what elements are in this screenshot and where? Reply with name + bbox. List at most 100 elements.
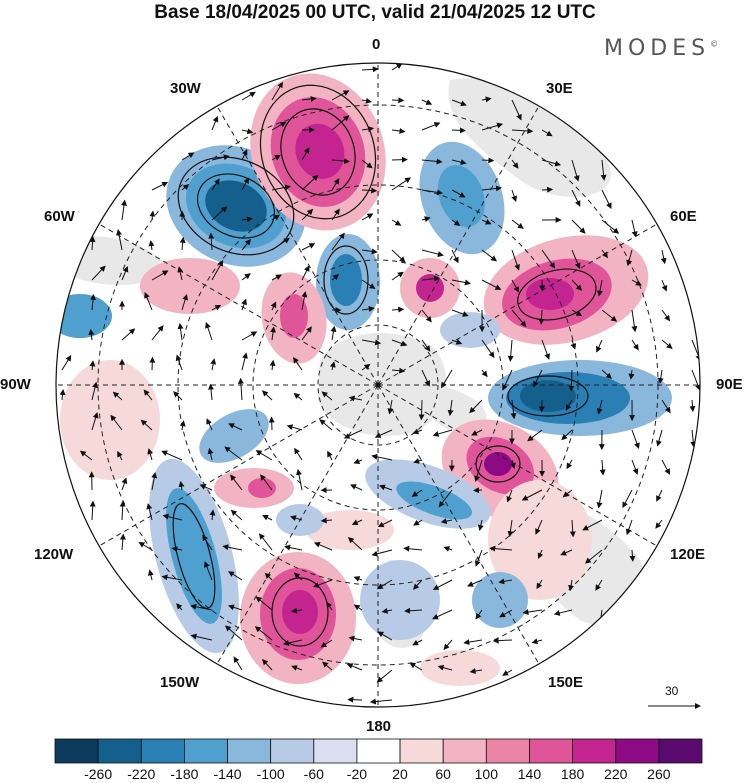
wind-arrow (481, 185, 502, 192)
wind-arrow (469, 399, 483, 414)
wind-arrow (241, 352, 248, 371)
wind-arrow (121, 265, 129, 281)
wind-arrow (511, 219, 524, 229)
wind-arrow (421, 158, 443, 165)
wind-arrow (584, 549, 603, 564)
wind-arrow (351, 519, 363, 525)
wind-arrow (541, 186, 554, 193)
wind-arrow (568, 369, 575, 392)
wind-arrow (537, 549, 544, 560)
wind-arrow (657, 369, 664, 384)
colorbar-swatch (313, 738, 358, 764)
wind-arrow (241, 216, 253, 223)
reference-vector-label: 30 (665, 684, 679, 698)
wind-arrow (377, 631, 393, 641)
wind-arrow (89, 236, 96, 251)
contours (172, 84, 597, 647)
wind-arrow (511, 279, 520, 293)
wind-arrow (241, 91, 256, 101)
wind-arrow (502, 669, 513, 676)
wind-arrow (432, 579, 453, 590)
wind-arrow (387, 399, 394, 415)
wind-arrow (143, 389, 153, 401)
wind-arrow (326, 601, 333, 611)
wind-arrow (301, 174, 319, 191)
wind-arrow (241, 128, 254, 135)
wind-arrow (284, 544, 303, 551)
wind-arrow (237, 377, 244, 401)
wind-arrow (596, 279, 603, 297)
wind-arrow (312, 579, 333, 588)
wind-arrow (177, 322, 184, 341)
wind-arrow (541, 249, 556, 269)
wind-arrow (178, 480, 185, 491)
wind-arrow (412, 428, 423, 435)
wind-arrow (391, 249, 406, 263)
lon-label-60e: 60E (670, 208, 697, 225)
wind-arrow (331, 232, 345, 251)
wind-arrow (409, 662, 423, 671)
wind-arrow (211, 115, 219, 131)
modes-logo-mark: © (710, 39, 719, 49)
wind-arrow (471, 429, 483, 436)
wind-arrow (689, 399, 696, 413)
wind-arrow (404, 607, 423, 614)
wind-arrow (89, 360, 96, 371)
wind-arrow (271, 237, 290, 251)
wind-arrow (601, 369, 612, 379)
wind-arrow (499, 609, 513, 618)
wind-vectors (59, 63, 700, 705)
wind-arrow (527, 429, 543, 442)
wind-arrow (327, 450, 333, 461)
wind-arrow (294, 447, 303, 461)
wind-arrow (691, 369, 700, 391)
wind-arrow (301, 147, 310, 161)
wind-arrow (260, 474, 273, 491)
wind-arrow (565, 399, 573, 411)
wind-arrow (241, 331, 258, 341)
wind-arrow (511, 309, 527, 328)
wind-arrow (481, 219, 492, 225)
wind-arrow (262, 658, 273, 671)
wind-arrow (568, 579, 575, 592)
lon-label-0: 0 (372, 36, 381, 53)
colorbar-swatch (529, 738, 574, 764)
wind-arrow (571, 309, 583, 317)
wind-arrow (447, 399, 454, 417)
wind-arrow (301, 291, 308, 311)
wind-arrow (138, 541, 153, 551)
wind-arrow (467, 579, 483, 587)
wind-arrow (374, 429, 393, 438)
wind-arrow (88, 328, 95, 341)
wind-arrow (121, 199, 127, 221)
wind-arrow (361, 305, 375, 312)
wind-arrow (301, 326, 312, 341)
wind-arrow (571, 159, 580, 182)
wind-arrow (474, 549, 483, 567)
wind-arrow (379, 484, 393, 491)
wind-arrow (596, 399, 603, 415)
wind-arrow (432, 429, 453, 437)
wind-arrow (628, 369, 635, 380)
wind-arrow (282, 639, 303, 646)
wind-arrow (211, 206, 228, 221)
wind-arrow (571, 279, 583, 291)
wind-arrow (347, 696, 363, 703)
wind-arrow (661, 459, 670, 475)
wind-arrow (601, 309, 618, 322)
lon-label-60w: 60W (44, 208, 75, 225)
wind-arrow (625, 519, 633, 536)
wind-arrow (173, 391, 183, 401)
colorbar-tick-label: -20 (346, 766, 368, 782)
wind-arrow (293, 392, 303, 401)
wind-arrow (161, 450, 183, 461)
lon-label-90w: 90W (0, 376, 31, 393)
wind-arrow (571, 249, 581, 270)
wind-arrow (474, 459, 483, 482)
wind-arrow (255, 450, 273, 461)
wind-arrow (348, 395, 363, 402)
wind-arrow (353, 604, 363, 611)
wind-arrow (320, 639, 333, 648)
wind-arrow (230, 509, 243, 521)
wind-arrow (601, 219, 620, 234)
